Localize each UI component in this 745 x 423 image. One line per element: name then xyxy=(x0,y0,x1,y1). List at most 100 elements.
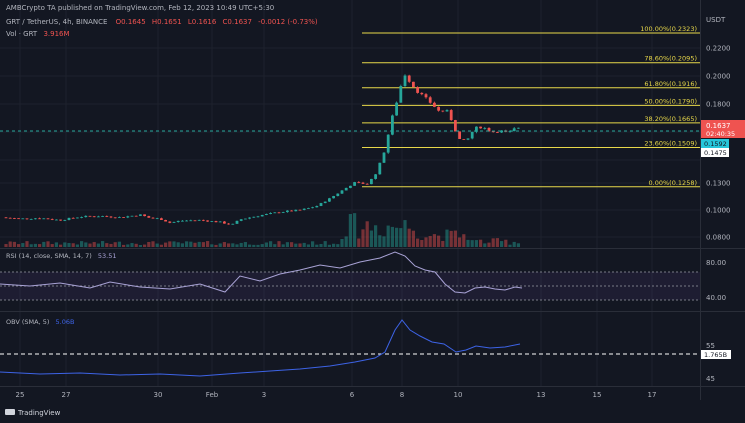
candle-body xyxy=(130,215,134,217)
volume-bar xyxy=(46,241,50,247)
candle-body xyxy=(512,128,516,132)
volume-bar xyxy=(260,244,264,247)
candle-body xyxy=(160,218,163,220)
candle-body xyxy=(155,218,159,220)
candle-body xyxy=(386,134,390,153)
candlesticks xyxy=(4,74,520,225)
candle-body xyxy=(290,210,293,212)
volume-bar xyxy=(71,243,75,247)
candle-body xyxy=(323,201,327,204)
candle-body xyxy=(29,218,33,220)
obv-value: 5.06B xyxy=(56,318,75,326)
volume-bar xyxy=(374,225,378,247)
candle-body xyxy=(349,185,352,188)
volume-bar xyxy=(348,214,352,247)
candle-body xyxy=(84,215,88,218)
candle-body xyxy=(244,218,247,220)
candle-body xyxy=(294,209,298,212)
candle-body xyxy=(214,221,218,223)
candle-body xyxy=(59,219,62,221)
candle-body xyxy=(235,220,239,224)
volume-bar xyxy=(138,244,142,247)
candle-body xyxy=(17,218,20,220)
tradingview-logo: TradingView xyxy=(5,409,61,417)
price-badge-3-text: 0.1475 xyxy=(704,149,727,157)
volume-bar xyxy=(332,243,336,247)
volume-bar xyxy=(117,241,121,247)
volume-bar xyxy=(327,244,331,247)
currency-label: USDT xyxy=(706,16,726,24)
volume-bar xyxy=(12,241,16,247)
volume-bar xyxy=(449,230,453,247)
candle-body xyxy=(365,183,369,185)
volume-bar xyxy=(453,230,457,247)
logo-icon xyxy=(5,409,15,415)
ohlc-high: H0.1651 xyxy=(152,18,182,26)
candle-body xyxy=(307,207,310,209)
volume-bar xyxy=(407,228,411,247)
volume-bar xyxy=(428,236,432,247)
candle-body xyxy=(403,75,407,87)
candle-body xyxy=(395,102,398,116)
candle-body xyxy=(458,131,461,139)
volume-bar xyxy=(504,239,508,247)
volume-bar xyxy=(67,243,71,247)
volume-bar xyxy=(206,241,210,247)
candle-body xyxy=(50,219,54,220)
volume-bar xyxy=(273,244,277,247)
volume-bar xyxy=(134,243,138,247)
volume-bar xyxy=(80,241,84,247)
volume-bar xyxy=(369,230,373,247)
candle-body xyxy=(76,217,79,219)
price-tick-label: 0.1300 xyxy=(706,180,731,188)
candle-body xyxy=(97,216,100,218)
obv-line xyxy=(0,319,521,377)
volume-bar xyxy=(424,237,428,247)
volume-bar xyxy=(84,242,88,247)
volume-bar xyxy=(243,242,247,247)
candle-body xyxy=(63,219,67,221)
volume-label-text: Vol · GRT xyxy=(6,30,38,38)
candle-body xyxy=(197,219,201,221)
volume-bar xyxy=(25,241,29,247)
candle-body xyxy=(139,214,142,216)
candle-body xyxy=(118,217,121,218)
volume-bar xyxy=(193,242,197,247)
volume-bar xyxy=(432,234,436,247)
candle-body xyxy=(445,110,449,112)
volume-bar xyxy=(155,243,159,247)
volume-bar xyxy=(164,242,168,247)
candle-body xyxy=(42,218,46,220)
candle-body xyxy=(67,217,71,220)
volume-bar xyxy=(252,244,256,247)
ohlc-change: -0.0012 (-0.73%) xyxy=(258,18,318,26)
time-tick-label: 8 xyxy=(400,391,404,399)
volume-bar xyxy=(63,242,67,247)
candle-body xyxy=(122,217,125,218)
volume-bar xyxy=(302,242,306,247)
candle-body xyxy=(143,214,146,217)
volume-bar xyxy=(411,230,415,247)
volume-bar xyxy=(113,242,117,247)
candle-body xyxy=(21,218,25,220)
price-badge-2 xyxy=(701,139,729,148)
rsi-line xyxy=(0,251,523,294)
volume-bar xyxy=(458,237,462,247)
candle-body xyxy=(286,210,289,213)
candle-body xyxy=(227,223,230,225)
time-tick-label: 17 xyxy=(648,391,657,399)
candle-body xyxy=(101,216,104,217)
volume-bar xyxy=(281,244,285,247)
candle-body xyxy=(231,223,235,225)
candle-body xyxy=(38,218,41,220)
candle-body xyxy=(126,216,130,218)
obv-label: OBV (SMA, 5) 5.06B xyxy=(6,318,74,326)
volume-bar xyxy=(42,241,46,247)
volume-bars xyxy=(4,213,520,247)
volume-bar xyxy=(353,213,357,247)
candle-body xyxy=(340,190,344,194)
candle-body xyxy=(25,218,29,220)
volume-bar xyxy=(298,243,302,247)
candle-body xyxy=(168,221,172,223)
